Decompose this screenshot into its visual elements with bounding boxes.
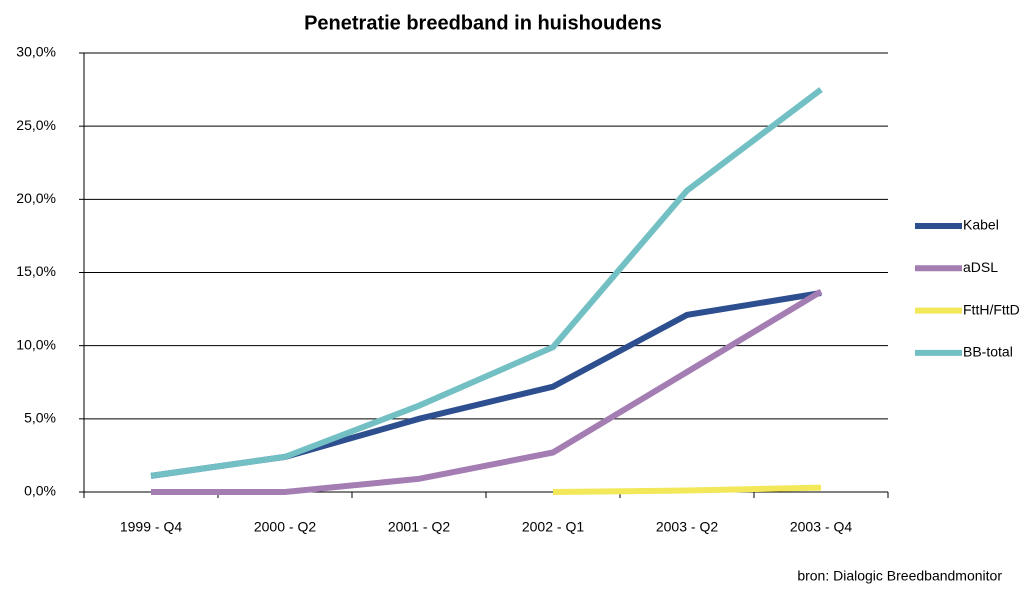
chart-title: Penetratie breedband in huishoudens: [304, 12, 662, 34]
series-line: [150, 87, 823, 479]
legend-label: aDSL: [963, 259, 998, 275]
series-line: [552, 484, 822, 495]
x-tick-label: 2003 - Q2: [656, 519, 718, 535]
source-note: bron: Dialogic Breedbandmonitor: [797, 568, 1002, 584]
series-line: [151, 288, 823, 495]
x-tick-label: 1999 - Q4: [120, 519, 182, 535]
legend-label: FttH/FttD: [963, 301, 1020, 317]
y-tick-label: 10,0%: [16, 336, 56, 352]
y-tick-label: 25,0%: [16, 117, 56, 133]
x-tick-label: 2001 - Q2: [388, 519, 450, 535]
legend-label: BB-total: [963, 344, 1013, 360]
y-tick-label: 20,0%: [16, 190, 56, 206]
y-tick-label: 0,0%: [24, 483, 56, 499]
x-tick-label: 2000 - Q2: [254, 519, 316, 535]
y-tick-label: 5,0%: [24, 410, 56, 426]
y-tick-label: 30,0%: [16, 44, 56, 60]
legend-label: Kabel: [963, 217, 999, 233]
x-tick-label: 2002 - Q1: [522, 519, 584, 535]
series-line: [150, 290, 822, 479]
x-tick-label: 2003 - Q4: [790, 519, 852, 535]
y-tick-label: 15,0%: [16, 263, 56, 279]
